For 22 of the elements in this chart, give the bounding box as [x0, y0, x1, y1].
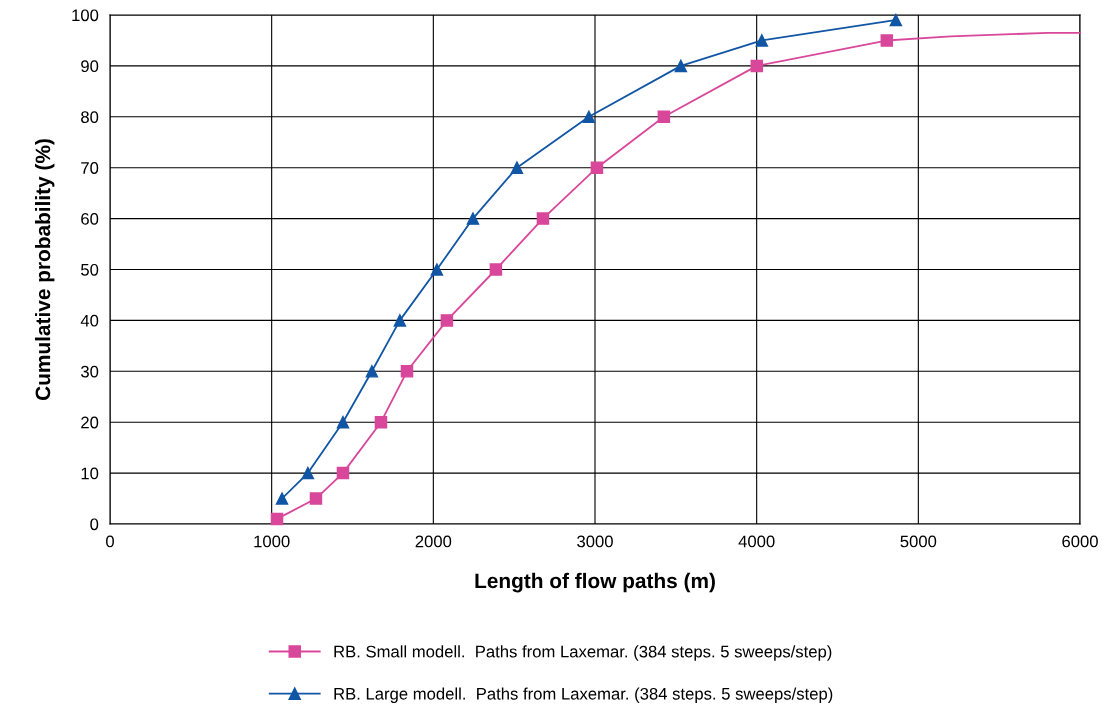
legend-label: RB. Small modell. Paths from Laxemar. (384 steps. 5 sweeps/step)	[334, 645, 832, 661]
y-tick-label: 80	[81, 111, 99, 123]
y-tick-label: 90	[81, 60, 99, 73]
y-axis-title: Cumulative probability (%)	[35, 139, 55, 401]
y-tick-label: 100	[72, 9, 99, 22]
x-tick-label: 4000	[738, 535, 775, 548]
y-tick-label: 30	[80, 365, 99, 378]
y-tick-label: 70	[81, 162, 99, 174]
x-axis-title: Length of flow paths (m)	[475, 572, 715, 593]
legend-label: RB. Large modell. Paths from Laxemar. (384 steps. 5 sweeps/step)	[334, 687, 833, 703]
x-tick-label: 5000	[900, 535, 937, 548]
y-tick-label: 60	[81, 213, 99, 225]
y-tick-label: 50	[81, 263, 99, 276]
x-tick-label: 1000	[254, 535, 290, 548]
x-tick-label: 0	[106, 535, 114, 548]
x-tick-label: 6000	[1062, 535, 1098, 548]
y-tick-label: 10	[81, 467, 99, 480]
x-tick-label: 2000	[415, 535, 452, 548]
y-tick-label: 20	[81, 416, 99, 429]
x-tick-label: 3000	[577, 535, 613, 548]
y-tick-label: 0	[90, 518, 99, 531]
y-tick-label: 40	[80, 314, 99, 327]
